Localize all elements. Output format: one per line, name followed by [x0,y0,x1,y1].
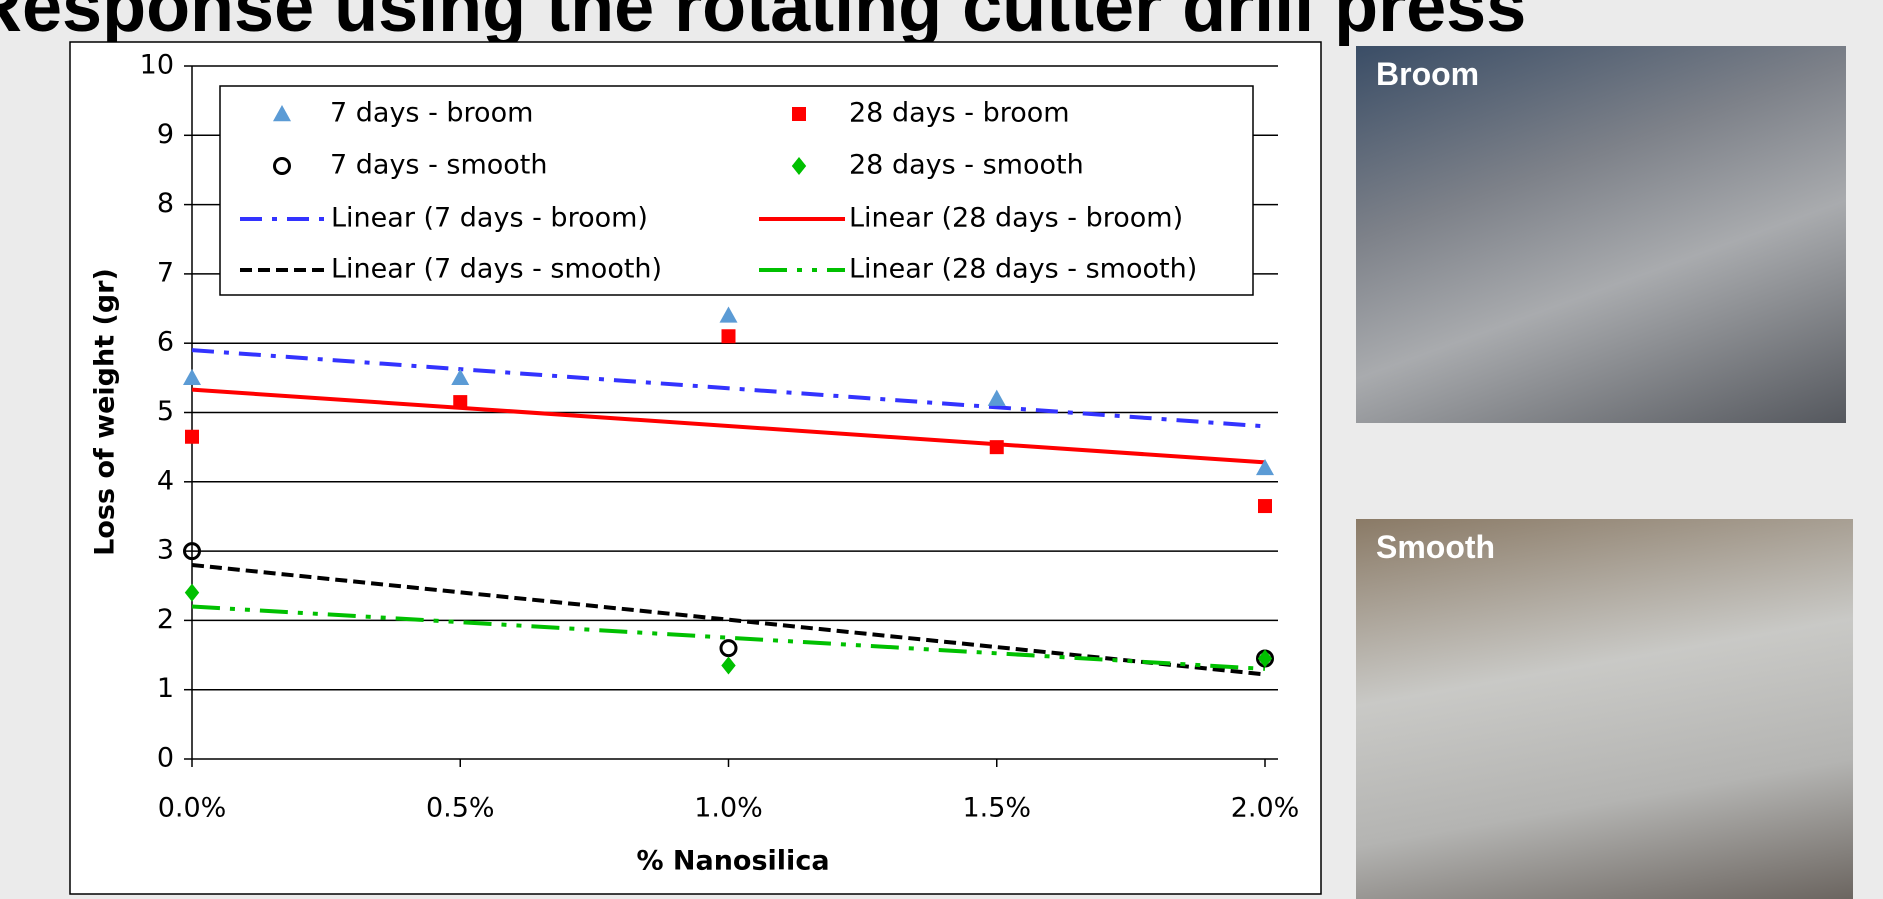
x-tick-label: 0.5% [426,793,495,824]
legend-label: Linear (7 days - smooth) [331,254,662,285]
y-tick-label: 10 [140,50,174,81]
y-tick-label: 6 [157,327,174,358]
legend-label: Linear (7 days - broom) [331,203,648,234]
y-tick-label: 9 [157,119,174,150]
legend-label: Linear (28 days - smooth) [849,254,1197,285]
y-tick-label: 8 [157,188,174,219]
photo-label: Smooth [1376,529,1495,566]
x-axis-title: % Nanosilica [636,846,829,877]
y-axis-title: Loss of weight (gr) [90,268,121,556]
photo-label: Broom [1376,56,1479,93]
y-tick-label: 0 [157,743,174,774]
slide-title: Response using the rotating cutter drill… [0,0,1526,47]
x-tick-label: 1.5% [962,793,1031,824]
legend-label: Linear (28 days - broom) [849,203,1183,234]
y-tick-label: 3 [157,535,174,566]
y-tick-label: 7 [157,257,174,288]
marker [722,329,736,343]
marker [1258,499,1272,513]
x-tick-label: 2.0% [1231,793,1300,824]
legend-label: 28 days - smooth [849,150,1084,181]
legend-label: 7 days - broom [330,98,533,129]
legend-label: 28 days - broom [849,98,1070,129]
y-tick-label: 1 [157,673,174,704]
marker [990,440,1004,454]
y-tick-label: 5 [157,396,174,427]
y-tick-label: 4 [157,465,174,496]
legend-label: 7 days - smooth [330,150,548,181]
x-tick-label: 0.0% [158,793,227,824]
legend-marker [792,107,806,121]
slide: Response using the rotating cutter drill… [0,0,1883,899]
marker [453,395,467,409]
photo-broom: Broom [1356,46,1846,423]
marker [185,430,199,444]
x-tick-label: 1.0% [694,793,763,824]
photo-smooth: Smooth [1356,519,1853,899]
y-tick-label: 2 [157,604,174,635]
